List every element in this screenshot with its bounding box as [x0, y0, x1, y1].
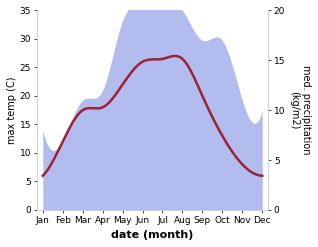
Y-axis label: med. precipitation
(kg/m2): med. precipitation (kg/m2) [289, 65, 311, 155]
X-axis label: date (month): date (month) [111, 230, 194, 240]
Y-axis label: max temp (C): max temp (C) [7, 76, 17, 144]
